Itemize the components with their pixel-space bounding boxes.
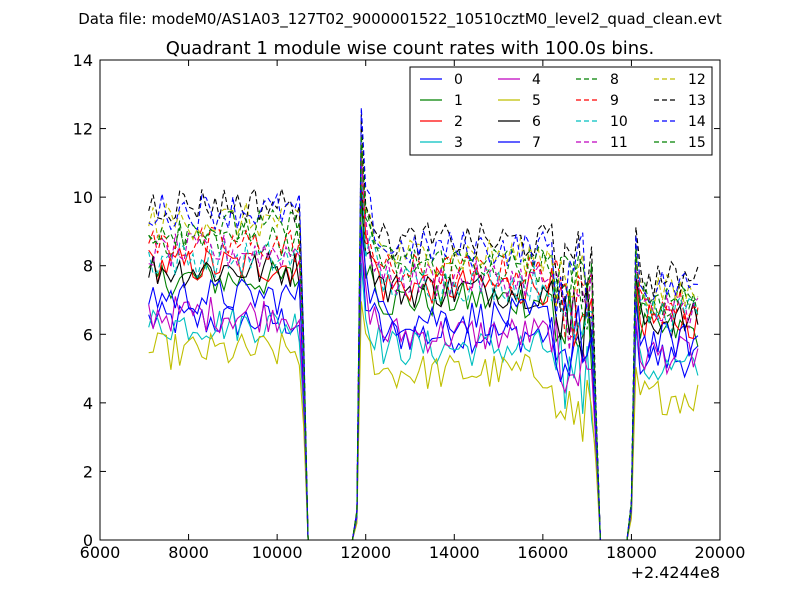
x-tick-label: 16000 <box>517 543 568 562</box>
legend-frame <box>409 66 713 156</box>
series-line-5 <box>148 301 699 540</box>
legend-label-2: 2 <box>454 114 463 130</box>
x-tick-label: 20000 <box>695 543 746 562</box>
x-tick-label: 12000 <box>340 543 391 562</box>
y-tick-label: 14 <box>73 51 93 70</box>
y-tick-label: 0 <box>83 531 93 550</box>
legend-label-14: 14 <box>688 114 706 130</box>
legend-label-0: 0 <box>454 72 463 88</box>
y-tick-label: 6 <box>83 325 93 344</box>
legend-label-3: 3 <box>454 135 463 151</box>
chart-title: Quadrant 1 module wise count rates with … <box>166 38 655 59</box>
legend-label-15: 15 <box>688 135 706 151</box>
x-tick-label: 8000 <box>168 543 209 562</box>
plot-frame <box>99 59 721 541</box>
axes-ticks: 6000 8000 10000 12000 14000 16000 18000 20000 0 2… <box>73 51 746 562</box>
figure-suptitle: Data file: modeM0/AS1A03_127T02_90000015… <box>78 10 722 29</box>
x-tick-label: 14000 <box>429 543 480 562</box>
legend-label-13: 13 <box>688 93 706 109</box>
legend-label-4: 4 <box>532 72 541 88</box>
legend-label-1: 1 <box>454 93 463 109</box>
x-offset-label: +2.4244e8 <box>631 563 720 582</box>
legend-label-10: 10 <box>610 114 628 130</box>
y-tick-label: 10 <box>73 188 93 207</box>
lines-layer <box>148 107 699 540</box>
legend-label-6: 6 <box>532 114 541 130</box>
y-tick-label: 12 <box>73 120 93 139</box>
legend-label-9: 9 <box>610 93 619 109</box>
x-tick-label: 18000 <box>606 543 657 562</box>
y-tick-label: 4 <box>83 394 93 413</box>
series-line-11 <box>148 159 699 540</box>
series-line-9 <box>148 151 699 540</box>
legend-label-8: 8 <box>610 72 619 88</box>
legend-label-12: 12 <box>688 72 706 88</box>
series-line-8 <box>148 145 699 540</box>
x-tick-label: 10000 <box>252 543 303 562</box>
series-line-3 <box>148 263 699 540</box>
series-line-4 <box>148 243 699 540</box>
y-tick-label: 8 <box>83 257 93 276</box>
legend-label-5: 5 <box>532 93 541 109</box>
y-tick-label: 2 <box>83 462 93 481</box>
series-line-15 <box>148 135 699 540</box>
legend-label-11: 11 <box>610 135 628 151</box>
series-line-6 <box>148 187 699 540</box>
x-tick-label: 6000 <box>80 543 121 562</box>
legend-label-7: 7 <box>532 135 541 151</box>
series-line-0 <box>148 236 699 540</box>
series-line-10 <box>148 167 699 540</box>
series-line-7 <box>148 226 699 540</box>
